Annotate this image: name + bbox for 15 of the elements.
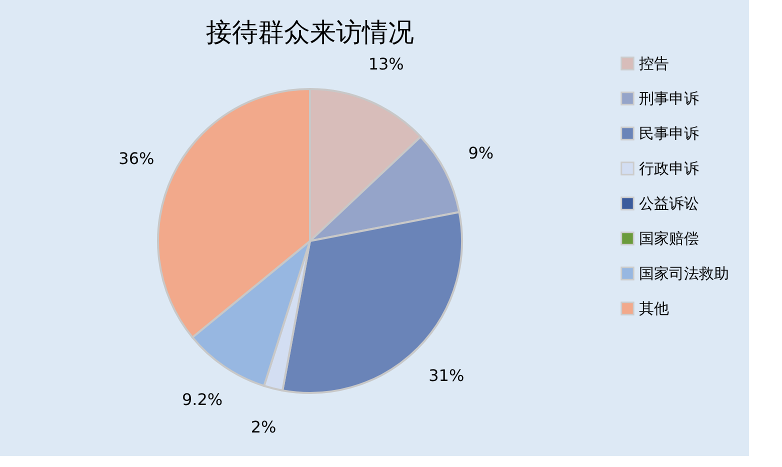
legend-label: 其他 bbox=[639, 300, 669, 318]
data-label: 36% bbox=[118, 148, 154, 168]
legend-label: 国家赔偿 bbox=[639, 230, 699, 248]
data-label: 13% bbox=[368, 54, 404, 74]
legend-label: 公益诉讼 bbox=[639, 194, 699, 212]
legend-label: 民事申诉 bbox=[639, 124, 699, 142]
legend-label: 行政申诉 bbox=[639, 160, 699, 178]
data-label: 2% bbox=[250, 417, 276, 436]
data-label: 9% bbox=[468, 143, 494, 162]
data-label: 31% bbox=[428, 366, 464, 386]
data-label: 9.2% bbox=[182, 390, 223, 409]
legend-label: 国家司法救助 bbox=[639, 264, 729, 282]
chart-title: 接待群众来访情况 bbox=[206, 18, 414, 48]
legend-label: 刑事申诉 bbox=[639, 90, 699, 108]
legend-label: 控告 bbox=[639, 54, 669, 72]
